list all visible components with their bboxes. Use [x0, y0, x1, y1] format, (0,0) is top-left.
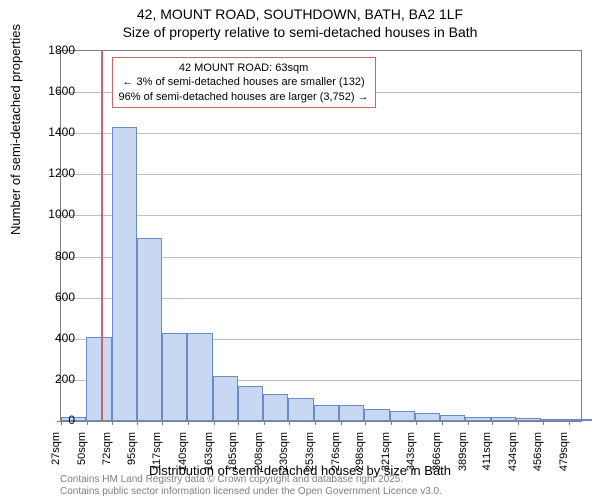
histogram-bar — [213, 376, 238, 421]
ytick-label: 800 — [35, 249, 75, 263]
xtick-label: 321sqm — [380, 432, 392, 472]
ytick-label: 200 — [35, 372, 75, 386]
histogram-bar — [339, 405, 364, 421]
xtick-label: 208sqm — [253, 432, 265, 472]
ytick-label: 1400 — [35, 125, 75, 139]
xtick-label: 72sqm — [101, 432, 113, 472]
ytick-label: 600 — [35, 290, 75, 304]
xtick-mark — [214, 421, 215, 425]
xtick-mark — [492, 421, 493, 425]
histogram-bar — [112, 127, 137, 421]
xtick-label: 456sqm — [532, 432, 544, 472]
histogram-bar — [86, 337, 111, 421]
histogram-bar — [187, 333, 212, 421]
xtick-label: 163sqm — [203, 432, 215, 472]
xtick-mark — [341, 421, 342, 425]
xtick-label: 185sqm — [227, 432, 239, 472]
histogram-bar — [238, 386, 263, 421]
footer-line-1: Contains HM Land Registry data © Crown c… — [60, 474, 442, 486]
xtick-label: 276sqm — [330, 432, 342, 472]
xtick-mark — [112, 421, 113, 425]
ytick-label: 400 — [35, 331, 75, 345]
histogram-bar — [314, 405, 339, 421]
xtick-label: 298sqm — [354, 432, 366, 472]
xtick-label: 50sqm — [76, 432, 88, 472]
xtick-mark — [289, 421, 290, 425]
chart-title: 42, MOUNT ROAD, SOUTHDOWN, BATH, BA2 1LF… — [0, 0, 600, 41]
xtick-mark — [391, 421, 392, 425]
xtick-mark — [87, 421, 88, 425]
histogram-bar — [491, 417, 516, 421]
property-marker-line — [101, 51, 103, 421]
histogram-bar — [516, 418, 541, 421]
xtick-label: 95sqm — [126, 432, 138, 472]
ytick-label: 1000 — [35, 207, 75, 221]
annotation-line-3: 96% of semi-detached houses are larger (… — [119, 90, 369, 104]
histogram-bar — [288, 398, 313, 421]
xtick-mark — [188, 421, 189, 425]
histogram-bar — [465, 417, 490, 421]
xtick-label: 366sqm — [431, 432, 443, 472]
xtick-mark — [365, 421, 366, 425]
y-axis-label: Number of semi-detached properties — [8, 24, 23, 235]
grid-line — [61, 174, 581, 175]
xtick-mark — [518, 421, 519, 425]
xtick-label: 434sqm — [507, 432, 519, 472]
xtick-label: 343sqm — [405, 432, 417, 472]
ytick-label: 1600 — [35, 84, 75, 98]
histogram-bar — [566, 419, 591, 421]
xtick-mark — [569, 421, 570, 425]
title-line-1: 42, MOUNT ROAD, SOUTHDOWN, BATH, BA2 1LF — [0, 6, 600, 24]
xtick-mark — [442, 421, 443, 425]
histogram-bar — [541, 419, 566, 421]
histogram-bar — [415, 413, 440, 421]
grid-line — [61, 215, 581, 216]
xtick-label: 117sqm — [151, 432, 163, 472]
xtick-mark — [416, 421, 417, 425]
xtick-mark — [468, 421, 469, 425]
histogram-plot: 42 MOUNT ROAD: 63sqm← 3% of semi-detache… — [60, 50, 582, 422]
histogram-bar — [137, 238, 162, 421]
ytick-label: 1200 — [35, 166, 75, 180]
annotation-box: 42 MOUNT ROAD: 63sqm← 3% of semi-detache… — [112, 57, 376, 108]
grid-line — [61, 133, 581, 134]
annotation-line-2: ← 3% of semi-detached houses are smaller… — [119, 75, 369, 89]
xtick-mark — [162, 421, 163, 425]
ytick-label: 0 — [35, 413, 75, 427]
xtick-mark — [137, 421, 138, 425]
xtick-mark — [543, 421, 544, 425]
xtick-mark — [264, 421, 265, 425]
footer-line-2: Contains public sector information licen… — [60, 486, 442, 498]
xtick-label: 411sqm — [481, 432, 493, 472]
xtick-label: 140sqm — [177, 432, 189, 472]
xtick-mark — [238, 421, 239, 425]
histogram-bar — [364, 409, 389, 421]
histogram-bar — [390, 411, 415, 421]
title-line-2: Size of property relative to semi-detach… — [0, 24, 600, 42]
xtick-label: 230sqm — [278, 432, 290, 472]
footer-attribution: Contains HM Land Registry data © Crown c… — [60, 474, 442, 498]
histogram-bar — [440, 415, 465, 421]
histogram-bar — [162, 333, 187, 421]
xtick-label: 479sqm — [558, 432, 570, 472]
xtick-label: 389sqm — [457, 432, 469, 472]
xtick-label: 27sqm — [50, 432, 62, 472]
xtick-label: 253sqm — [304, 432, 316, 472]
ytick-label: 1800 — [35, 43, 75, 57]
histogram-bar — [263, 394, 288, 421]
annotation-line-1: 42 MOUNT ROAD: 63sqm — [119, 61, 369, 75]
xtick-mark — [315, 421, 316, 425]
